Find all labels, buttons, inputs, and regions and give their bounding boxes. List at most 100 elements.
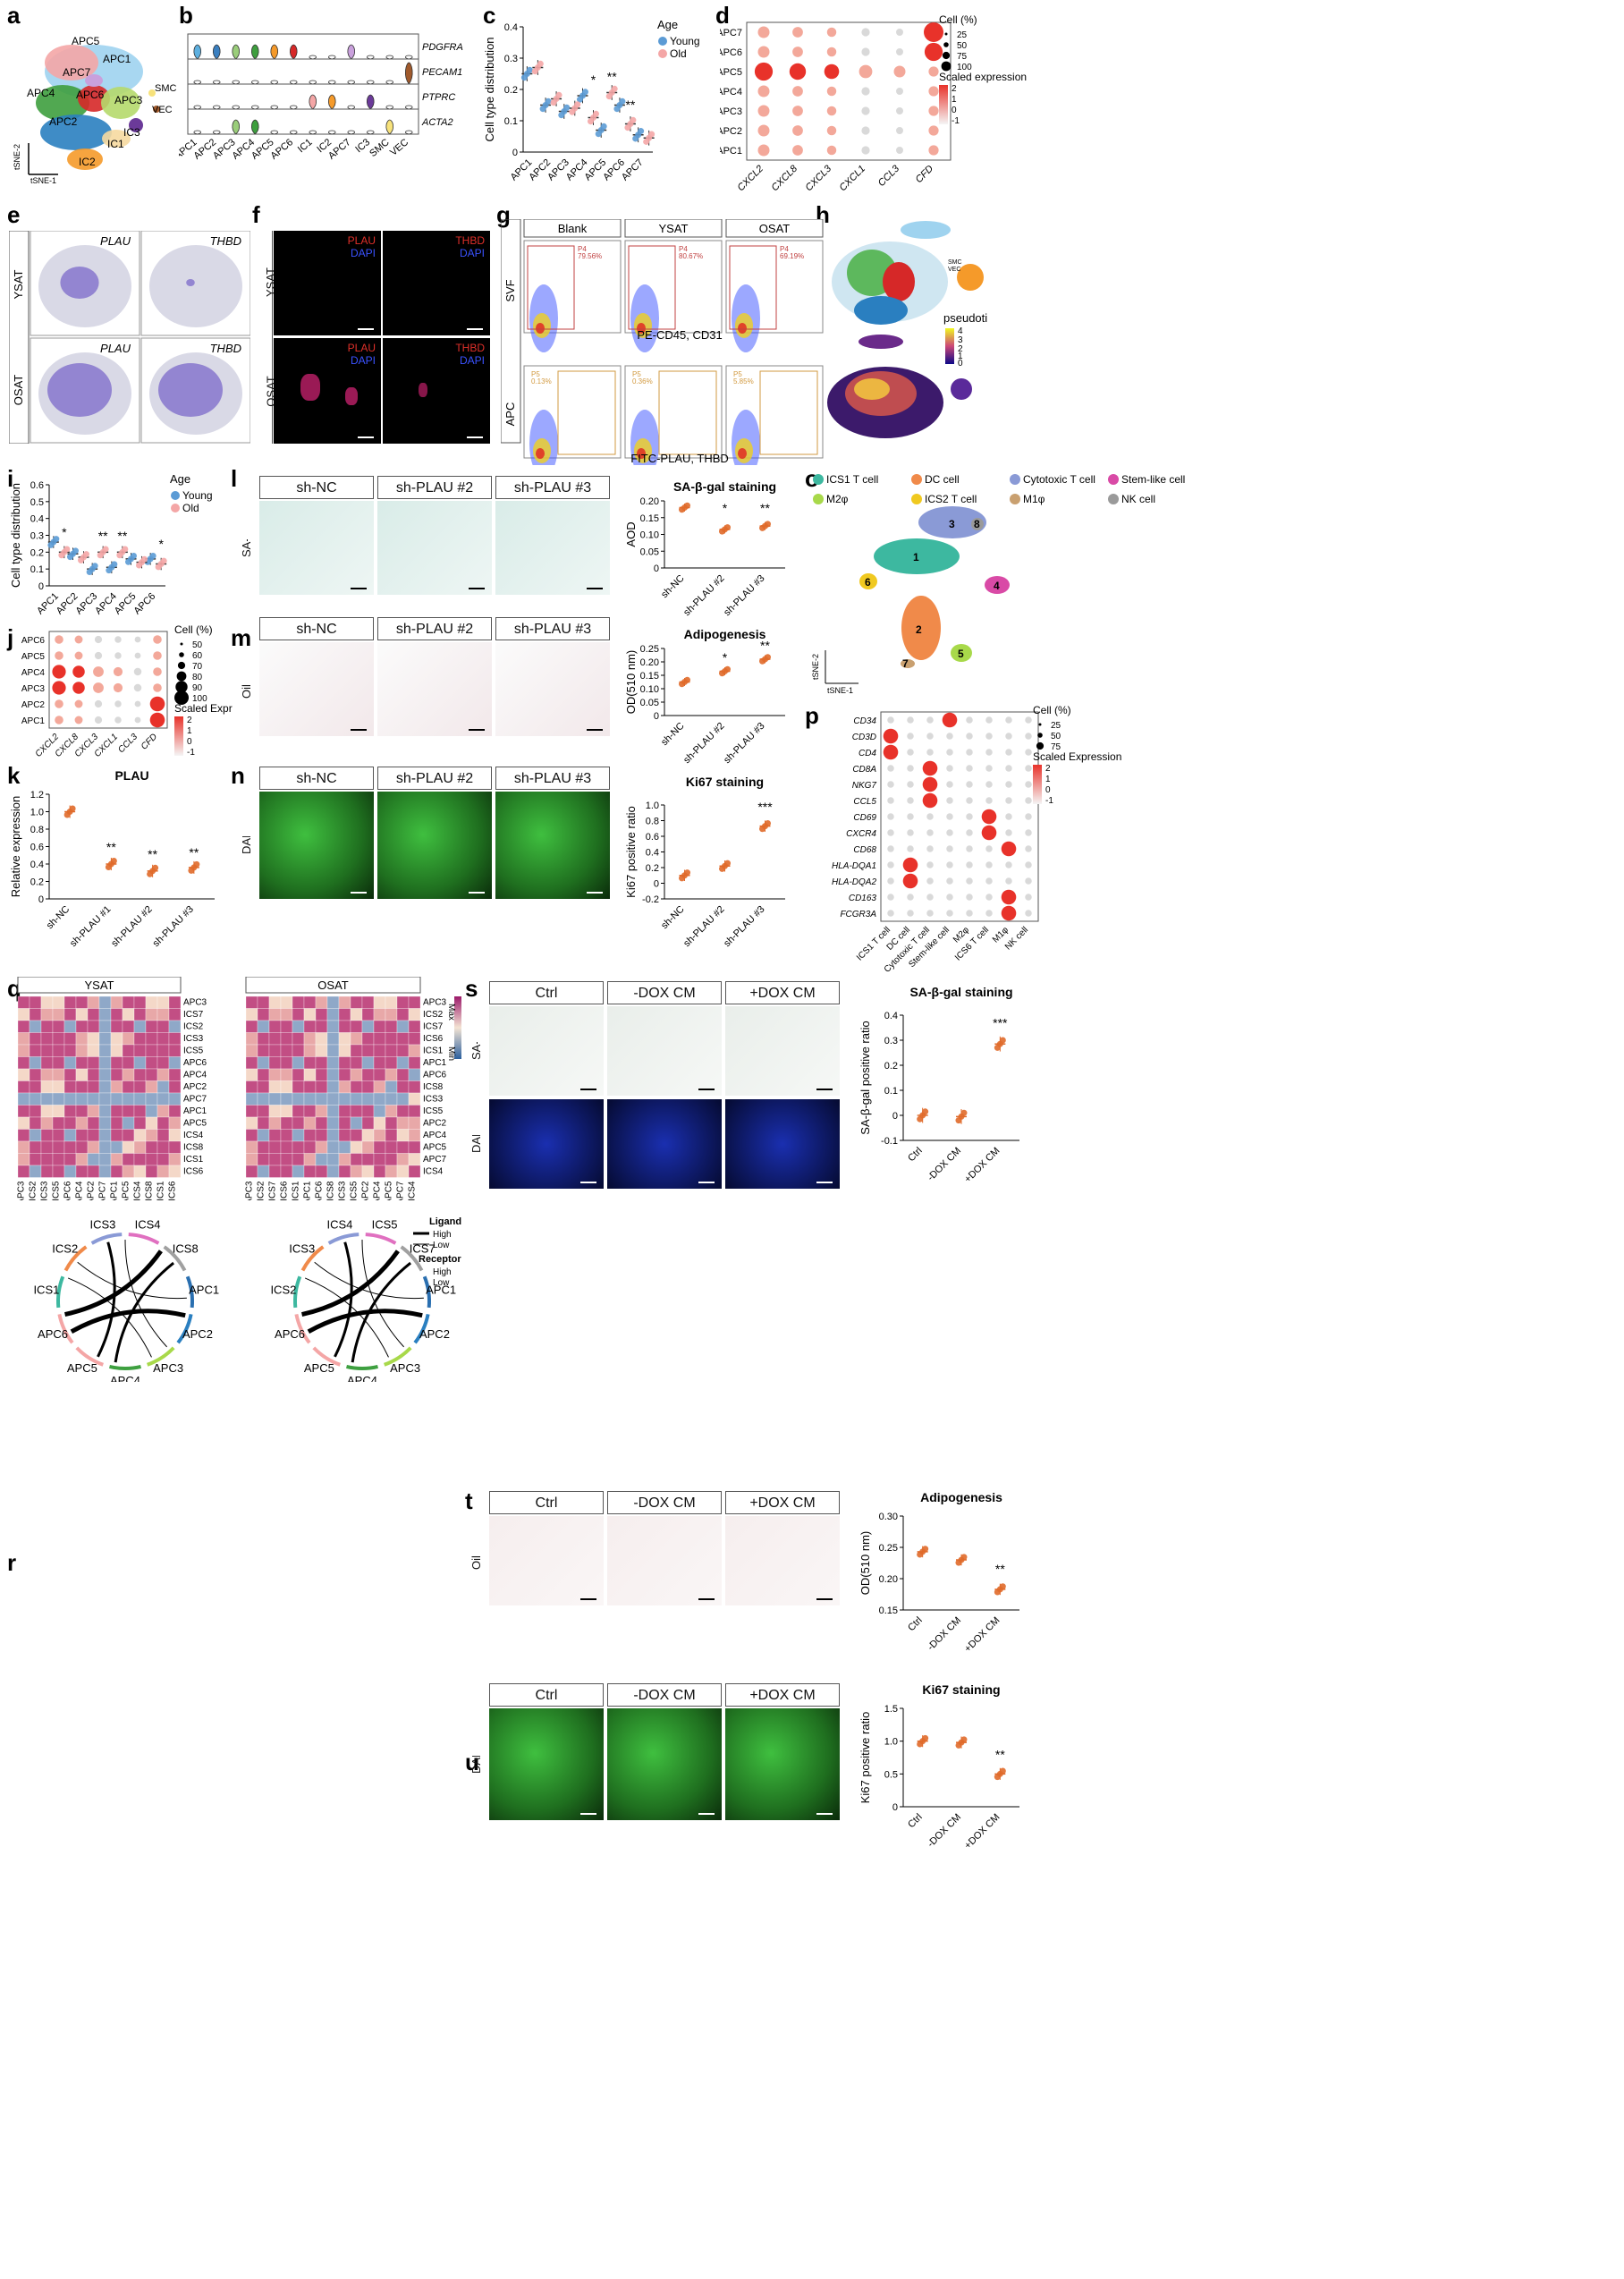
heatmap-cell (52, 1068, 65, 1081)
svg-text:1: 1 (913, 551, 919, 563)
heatmap-cell (315, 1129, 328, 1142)
scale-bar (351, 892, 367, 894)
heatmap-cell (280, 1020, 293, 1033)
dot (1001, 841, 1017, 857)
scale-bar (580, 1598, 596, 1600)
y-tick-label: 0.6 (646, 832, 659, 843)
heatmap-cell (303, 1116, 317, 1130)
row-label: DAPI (469, 1135, 483, 1153)
scale-bar (580, 1089, 596, 1090)
dot (94, 635, 103, 644)
violin (404, 130, 413, 135)
heatmap-cell (133, 1092, 147, 1106)
data-point (638, 128, 645, 135)
heatmap-row-label: APC3 (423, 997, 447, 1007)
dot (896, 48, 903, 55)
y-tick-label: 1.0 (30, 808, 44, 818)
heatmap-cell (373, 1140, 386, 1154)
dot (1025, 749, 1032, 756)
column-label: Ctrl (489, 1683, 604, 1707)
heatmap-title-box (17, 977, 182, 994)
legend-swatch (1010, 494, 1020, 504)
heatmap-row-label: ICS7 (423, 1021, 444, 1031)
x-tick-label: Ctrl (906, 1615, 925, 1634)
data-point (724, 524, 731, 531)
heatmap-cell (110, 1068, 123, 1081)
dot (134, 716, 141, 724)
heatmap-cell (40, 1092, 54, 1106)
heatmap-cell (338, 995, 351, 1009)
heatmap-cell (63, 1032, 77, 1046)
y-tick-label: 0.1 (884, 1086, 898, 1097)
feature-expression (186, 279, 195, 286)
data-point (724, 665, 731, 673)
micrograph (495, 792, 610, 899)
data-point (555, 91, 562, 98)
heatmap-cell (245, 1129, 258, 1142)
violin-row (187, 83, 419, 110)
y-tick-label: 1.0 (884, 1737, 898, 1748)
y-tick-label: 0 (654, 879, 659, 890)
violin (385, 80, 394, 85)
dot (985, 781, 993, 788)
dotplot-d: APC7APC6APC5APC4APC3APC2APC1CXCL2CXCL8CX… (720, 13, 1027, 193)
heatmap-cell (373, 1008, 386, 1021)
heatmap-cell (326, 1020, 340, 1033)
heatmap-cell (292, 1020, 305, 1033)
heatmap-cell (52, 1020, 65, 1033)
heatmap-cell (29, 1092, 42, 1106)
heatmap-cell (133, 1044, 147, 1057)
heatmap-cell (87, 1020, 100, 1033)
dot (1005, 797, 1012, 804)
heatmap-cell (122, 1068, 135, 1081)
dot (985, 749, 993, 756)
heatmap-cell (338, 1116, 351, 1130)
heatmap-cell (385, 1092, 398, 1106)
dot (1001, 905, 1017, 921)
col-label: CFD (914, 164, 936, 186)
dot (133, 667, 142, 676)
colorbar-tick: 1 (958, 352, 963, 361)
data-point (152, 864, 159, 871)
row-label: CD8A (852, 765, 876, 775)
heatmap-cell (303, 1140, 317, 1154)
marker-label: DAPI (459, 354, 485, 367)
column-label: Ctrl (489, 981, 604, 1004)
heatmap-title-box (245, 977, 421, 994)
row-label: HLA-DQA1 (832, 861, 876, 871)
sector-label: APC1 (189, 1283, 219, 1296)
panel-label-c: c (483, 2, 496, 29)
significance-mark: ** (117, 529, 127, 543)
axis-label: tSNE-2 (811, 654, 820, 680)
dot (789, 63, 807, 80)
x-tick-label: sh-NC (659, 721, 687, 749)
violin (270, 80, 279, 85)
heatmap-cell (268, 1129, 282, 1142)
heatmap-col-label: ICS1 (292, 1181, 301, 1200)
dot (966, 877, 973, 885)
heatmap-row-label: ICS4 (423, 1166, 444, 1176)
x-tick-label: sh-PLAU #1 (68, 904, 113, 949)
colorbar-tick: 2 (958, 344, 963, 354)
legend-title: Ligand (429, 1216, 461, 1227)
heatmap-row-label: APC2 (183, 1082, 207, 1092)
heatmap-row-label: APC5 (423, 1142, 447, 1152)
size-legend-dot (174, 690, 189, 705)
y-tick-label: 0 (892, 1111, 898, 1122)
y-tick-label: 0.8 (646, 817, 659, 827)
heatmap-cell (52, 1116, 65, 1130)
legend-label: Young (670, 35, 700, 47)
heatmap-cell (268, 1044, 282, 1057)
colorbar-tick: 3 (958, 335, 963, 345)
heatmap-cell (63, 1020, 77, 1033)
heatmap-cell (268, 1116, 282, 1130)
heatmap-cell (87, 1008, 100, 1021)
heatmap-cell (408, 1056, 421, 1070)
dot (966, 797, 973, 804)
legend-swatch (911, 494, 922, 504)
row-label: DAPI/Ki67/Phalloidine (469, 1756, 487, 1774)
heatmap-cell (133, 1165, 147, 1178)
heatmap-cell (17, 1105, 30, 1118)
size-legend-dot (1036, 741, 1045, 750)
